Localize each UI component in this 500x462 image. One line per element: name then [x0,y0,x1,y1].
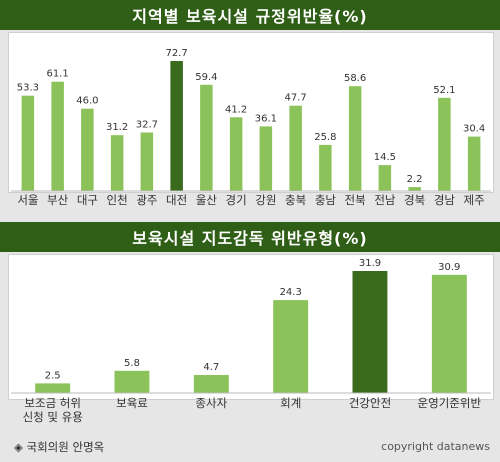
chart1-bar [21,95,35,191]
chart2-category-label: 보육료 [116,396,148,410]
chart1-bar [467,136,481,191]
chart1-category-label: 인천 [107,193,128,207]
chart2-panel: 2.5 보조금 허위 신청 및 유용 5.8 보육료 4.7 종사자 24.3 회계 31.9 건강… [8,254,494,424]
chart1-category-label: 경기 [226,193,247,207]
copyright-text: copyright datanews [381,440,490,453]
chart1-bar [110,135,124,191]
chart1-bar [348,86,362,191]
chart2-title: 보육시설 지도감독 위반유형(%) [0,222,500,252]
chart2-bar [114,370,150,393]
chart1-bar [170,61,183,191]
chart1-value-label: 72.7 [165,48,187,59]
chart1-bar [438,97,451,191]
chart2-bar [35,383,71,393]
chart1-value-label: 30.4 [463,124,485,135]
chart1-category-label: 광주 [136,193,157,207]
chart1-value-label: 58.6 [344,73,366,84]
chart1-value-label: 36.1 [255,113,277,124]
chart1-value-label: 61.1 [46,69,68,80]
source-marker-icon: ◈ [14,440,23,454]
chart1-category-label: 서울 [17,193,38,207]
chart1-value-label: 53.3 [17,83,39,94]
chart1-value-label: 14.5 [374,152,396,163]
footer: ◈ 국회의원 안명옥 copyright datanews [0,434,500,462]
chart2-value-label: 5.8 [124,358,140,369]
chart1-bar [289,105,302,191]
chart1-category-label: 충북 [285,193,306,207]
chart2-category-label: 건강안전 [349,396,391,410]
chart2-value-label: 2.5 [45,370,61,381]
chart1-value-label: 47.7 [284,93,306,104]
chart1-bar [81,108,94,191]
chart2-category-label: 신청 및 유용 [23,410,83,424]
chart1-value-label: 46.0 [76,96,98,107]
chart1-category-label: 제주 [464,193,485,207]
chart1-bar [200,84,213,191]
chart1-value-label: 31.2 [106,122,128,133]
chart1-category-label: 충남 [315,193,337,207]
chart2-bar [193,375,229,393]
chart1-bar [229,117,243,191]
chart1-bar [378,165,392,191]
chart1-bar [51,81,64,191]
chart2-value-label: 24.3 [280,287,302,298]
chart1-bar [140,132,154,191]
chart1-category-label: 강원 [255,193,276,207]
chart1-bar [408,187,421,191]
chart1-plot: 53.3 서울 61.1 부산 46.0 대구 31.2 인천 32.7 광주 72.7 대전 59.4… [11,48,491,207]
chart1-bar [319,144,332,191]
chart1-value-label: 25.8 [314,132,336,143]
chart1-panel: 53.3 서울 61.1 부산 46.0 대구 31.2 인천 32.7 광주 72.7 대전 59.4… [8,32,494,207]
source-text: 국회의원 안명옥 [26,440,105,454]
chart2-value-label: 30.9 [438,262,460,273]
chart2-bar [431,274,467,393]
chart1-category-label: 경북 [404,193,425,207]
chart1-category-label: 부산 [47,193,69,207]
chart2-category-label: 종사자 [195,396,227,410]
chart2-value-label: 31.9 [359,258,381,269]
chart1-category-label: 대전 [166,193,187,207]
chart2-bar [273,300,309,393]
chart1-value-label: 52.1 [433,85,455,96]
chart1-title: 지역별 보육시설 규정위반율(%) [0,0,500,30]
chart1-value-label: 59.4 [195,72,217,83]
chart2-bar [352,271,388,393]
chart2-category-label: 운영기준위반 [418,396,482,410]
chart1-value-label: 32.7 [136,120,158,131]
chart2-category-label: 회계 [280,396,301,410]
chart1-value-label: 41.2 [225,104,247,115]
chart1-category-label: 전남 [374,193,396,207]
source-note: ◈ 국회의원 안명옥 [14,439,104,455]
chart1-category-label: 대구 [77,193,98,207]
chart2-category-label: 보조금 허위 [24,396,81,410]
chart2-value-label: 4.7 [203,362,219,373]
chart1-bar [259,126,273,191]
chart1-category-label: 경남 [434,193,456,207]
chart1-value-label: 2.2 [407,174,423,185]
chart1-category-label: 울산 [196,193,218,207]
chart1-category-label: 전북 [345,193,366,207]
